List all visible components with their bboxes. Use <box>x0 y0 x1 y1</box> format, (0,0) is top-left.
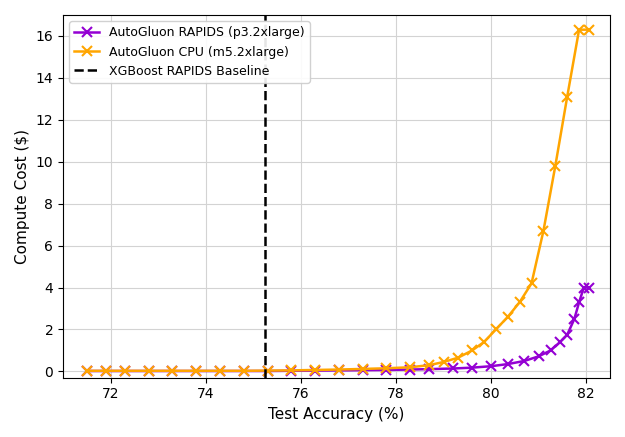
AutoGluon CPU (m5.2xlarge) <box>426 363 433 368</box>
AutoGluon RAPIDS (p3.2xlarge) <box>335 368 342 373</box>
AutoGluon CPU (m5.2xlarge) <box>121 368 129 374</box>
AutoGluon CPU (m5.2xlarge) <box>504 314 511 319</box>
AutoGluon CPU (m5.2xlarge) <box>83 368 91 374</box>
AutoGluon CPU (m5.2xlarge) <box>335 367 342 372</box>
AutoGluon CPU (m5.2xlarge) <box>585 27 592 32</box>
AutoGluon RAPIDS (p3.2xlarge) <box>102 368 109 374</box>
Line: AutoGluon CPU (m5.2xlarge): AutoGluon CPU (m5.2xlarge) <box>82 25 594 376</box>
AutoGluon CPU (m5.2xlarge) <box>576 27 583 32</box>
AutoGluon CPU (m5.2xlarge) <box>528 281 535 286</box>
AutoGluon RAPIDS (p3.2xlarge) <box>521 358 528 364</box>
AutoGluon CPU (m5.2xlarge) <box>516 300 523 305</box>
AutoGluon RAPIDS (p3.2xlarge) <box>535 354 542 359</box>
AutoGluon CPU (m5.2xlarge) <box>551 163 559 169</box>
AutoGluon CPU (m5.2xlarge) <box>240 368 248 374</box>
AutoGluon RAPIDS (p3.2xlarge) <box>580 285 587 290</box>
AutoGluon RAPIDS (p3.2xlarge) <box>488 364 495 369</box>
AutoGluon CPU (m5.2xlarge) <box>311 368 319 373</box>
AutoGluon RAPIDS (p3.2xlarge) <box>468 365 476 370</box>
XGBoost RAPIDS Baseline <box>261 348 269 353</box>
AutoGluon RAPIDS (p3.2xlarge) <box>145 368 152 374</box>
AutoGluon CPU (m5.2xlarge) <box>539 229 547 234</box>
AutoGluon RAPIDS (p3.2xlarge) <box>547 348 554 353</box>
AutoGluon CPU (m5.2xlarge) <box>102 368 109 374</box>
AutoGluon CPU (m5.2xlarge) <box>169 368 176 374</box>
AutoGluon CPU (m5.2xlarge) <box>359 366 366 371</box>
AutoGluon RAPIDS (p3.2xlarge) <box>556 340 564 345</box>
AutoGluon RAPIDS (p3.2xlarge) <box>264 368 271 374</box>
AutoGluon CPU (m5.2xlarge) <box>192 368 200 374</box>
AutoGluon CPU (m5.2xlarge) <box>492 327 499 332</box>
AutoGluon CPU (m5.2xlarge) <box>145 368 152 374</box>
AutoGluon RAPIDS (p3.2xlarge) <box>576 300 583 305</box>
AutoGluon RAPIDS (p3.2xlarge) <box>288 368 295 374</box>
AutoGluon RAPIDS (p3.2xlarge) <box>426 367 433 372</box>
AutoGluon RAPIDS (p3.2xlarge) <box>585 285 592 290</box>
AutoGluon RAPIDS (p3.2xlarge) <box>406 367 414 372</box>
AutoGluon RAPIDS (p3.2xlarge) <box>359 368 366 373</box>
AutoGluon RAPIDS (p3.2xlarge) <box>83 368 91 374</box>
AutoGluon RAPIDS (p3.2xlarge) <box>382 368 390 373</box>
AutoGluon RAPIDS (p3.2xlarge) <box>169 368 176 374</box>
AutoGluon RAPIDS (p3.2xlarge) <box>311 368 319 373</box>
AutoGluon RAPIDS (p3.2xlarge) <box>216 368 224 374</box>
AutoGluon RAPIDS (p3.2xlarge) <box>449 366 457 371</box>
AutoGluon CPU (m5.2xlarge) <box>468 348 476 353</box>
AutoGluon RAPIDS (p3.2xlarge) <box>564 332 571 337</box>
X-axis label: Test Accuracy (%): Test Accuracy (%) <box>268 407 405 422</box>
AutoGluon RAPIDS (p3.2xlarge) <box>504 361 511 367</box>
AutoGluon CPU (m5.2xlarge) <box>216 368 224 374</box>
Line: AutoGluon RAPIDS (p3.2xlarge): AutoGluon RAPIDS (p3.2xlarge) <box>82 283 594 376</box>
AutoGluon CPU (m5.2xlarge) <box>264 368 271 373</box>
AutoGluon CPU (m5.2xlarge) <box>564 94 571 99</box>
XGBoost RAPIDS Baseline <box>261 369 269 374</box>
AutoGluon CPU (m5.2xlarge) <box>382 366 390 371</box>
AutoGluon RAPIDS (p3.2xlarge) <box>192 368 200 374</box>
Legend: AutoGluon RAPIDS (p3.2xlarge), AutoGluon CPU (m5.2xlarge), XGBoost RAPIDS Baseli: AutoGluon RAPIDS (p3.2xlarge), AutoGluon… <box>69 21 310 83</box>
AutoGluon RAPIDS (p3.2xlarge) <box>571 316 578 322</box>
AutoGluon CPU (m5.2xlarge) <box>406 364 414 370</box>
AutoGluon RAPIDS (p3.2xlarge) <box>121 368 129 374</box>
Y-axis label: Compute Cost ($): Compute Cost ($) <box>15 129 30 264</box>
AutoGluon RAPIDS (p3.2xlarge) <box>240 368 248 374</box>
AutoGluon CPU (m5.2xlarge) <box>288 368 295 373</box>
AutoGluon CPU (m5.2xlarge) <box>454 355 461 361</box>
AutoGluon CPU (m5.2xlarge) <box>440 359 448 364</box>
AutoGluon CPU (m5.2xlarge) <box>480 340 488 345</box>
